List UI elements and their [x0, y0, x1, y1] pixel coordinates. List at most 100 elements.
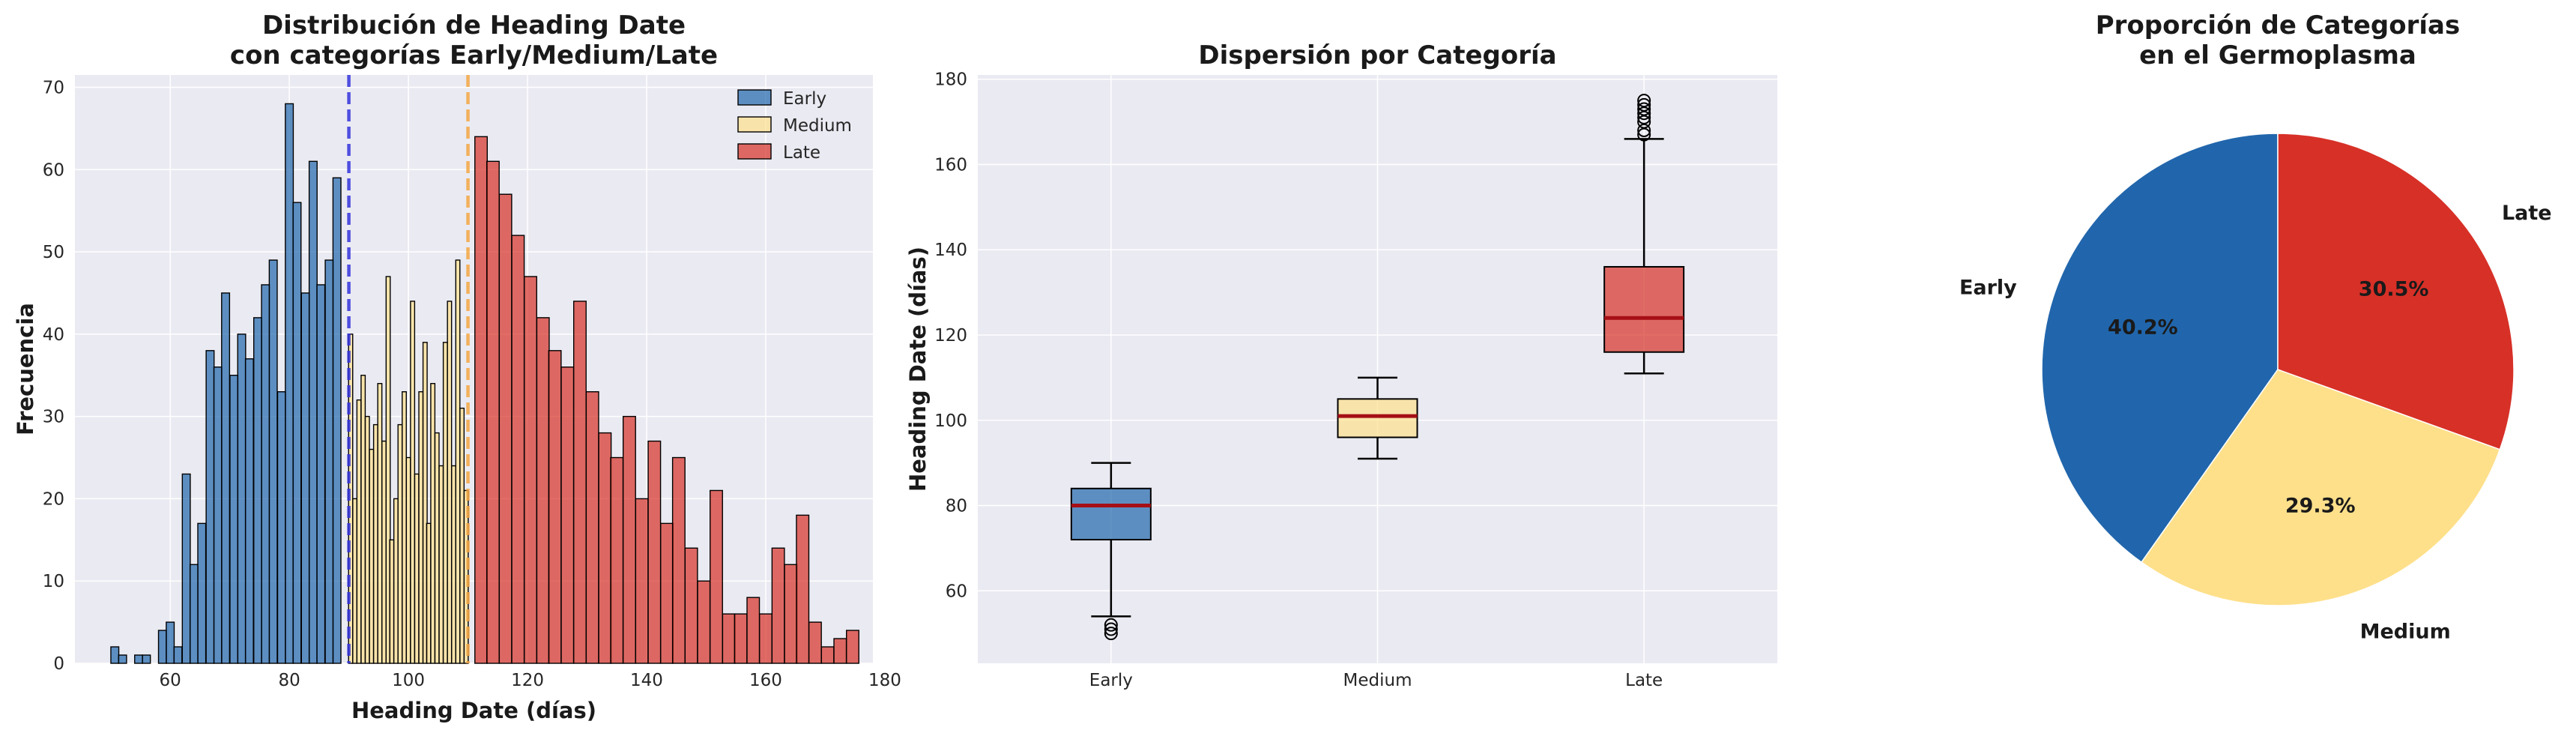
histogram-y-tick-label: 20	[43, 489, 64, 509]
histogram-bar-early	[134, 654, 144, 664]
boxplot-outlier-early	[1104, 627, 1118, 641]
histogram-bar-early	[166, 621, 175, 664]
boxplot-outlier-late	[1637, 123, 1651, 137]
boxplot-outlier-early	[1104, 618, 1118, 632]
histogram-x-tick-label: 140	[630, 671, 663, 690]
boxplot-outlier-late	[1637, 115, 1651, 129]
histogram-bar-early	[292, 202, 302, 664]
pie-label-medium: Medium	[2360, 621, 2451, 644]
histogram-bar-medium	[369, 448, 375, 664]
histogram-bar-early	[285, 103, 294, 664]
histogram-bar-late	[622, 415, 636, 664]
boxplot-outlier-late	[1637, 110, 1651, 124]
histogram-bar-early	[261, 284, 270, 664]
histogram-x-tick-label: 100	[392, 671, 425, 690]
histogram-bar-medium	[455, 259, 461, 664]
boxplot-box-early	[1070, 487, 1152, 541]
legend-swatch-early	[737, 89, 772, 106]
histogram-bar-early	[308, 160, 318, 664]
pie-slice-medium	[2141, 369, 2501, 606]
boxplot-y-tick-label: 80	[946, 497, 967, 516]
histogram-bar-late	[560, 366, 575, 664]
boxplot-outlier-early	[1104, 622, 1118, 636]
histogram-bar-early	[157, 630, 167, 664]
boxplot-outlier-late	[1637, 97, 1651, 112]
legend-swatch-medium	[737, 116, 772, 133]
boxplot-x-tick-label: Medium	[1343, 671, 1412, 690]
pie-slice-early	[2041, 133, 2279, 564]
histogram-bar-medium	[414, 473, 420, 664]
histogram-bar-late	[734, 613, 748, 664]
boxplot-outlier-late	[1637, 102, 1651, 116]
histogram-bar-medium	[438, 465, 444, 664]
boxplot-panel: 60 80 100 120 140 160 180 Early Medium Late Disper…	[905, 40, 1777, 690]
histogram-y-tick-label: 70	[43, 78, 64, 97]
boxplot-y-tick-label: 140	[934, 241, 967, 260]
histogram-bar-early	[316, 284, 326, 664]
histogram-y-tick-label: 0	[53, 654, 64, 674]
histogram-bar-late	[536, 317, 550, 664]
histogram-bar-early	[244, 358, 254, 664]
histogram-bar-early	[253, 317, 262, 664]
pie-pct-label-late: 30.5%	[2359, 277, 2429, 301]
histogram-bar-early	[197, 522, 207, 664]
histogram-bar-late	[660, 522, 674, 664]
histogram-x-axis-label: Heading Date (días)	[351, 698, 596, 723]
histogram-bar-medium	[385, 276, 391, 664]
histogram-bar-medium	[405, 456, 411, 664]
boxplot-y-axis-label: Heading Date (días)	[905, 247, 931, 492]
histogram-bar-early	[205, 350, 215, 664]
legend-label-medium: Medium	[783, 116, 852, 136]
histogram-bar-medium	[422, 342, 428, 664]
boxplot-outlier-late	[1637, 94, 1651, 108]
pie-label-late: Late	[2502, 202, 2552, 225]
histogram-y-tick-label: 10	[43, 572, 64, 591]
boxplot-x-tick-label: Late	[1625, 671, 1663, 690]
histogram-bar-medium	[397, 423, 403, 664]
boxplot-y-tick-label: 120	[934, 326, 967, 346]
histogram-y-tick-label: 60	[43, 160, 64, 180]
histogram-bar-late	[771, 547, 785, 664]
histogram-x-tick-label: 80	[278, 671, 300, 690]
histogram-y-axis-label: Frecuencia	[13, 303, 38, 435]
histogram-bar-late	[820, 646, 835, 664]
histogram-bar-medium	[451, 465, 456, 664]
histogram-bar-early	[229, 375, 239, 664]
pie-title: Proporción de Categorías en el Germoplasm…	[2096, 10, 2460, 70]
histogram-bar-early	[332, 177, 342, 664]
histogram-bar-medium	[402, 390, 407, 664]
histogram-bar-early	[181, 473, 191, 664]
histogram-bar-medium	[447, 301, 453, 664]
histogram-bar-medium	[360, 375, 366, 664]
histogram-bar-late	[548, 350, 562, 664]
histogram-bar-early	[300, 292, 310, 664]
histogram-bar-medium	[356, 399, 362, 664]
histogram-bar-late	[671, 456, 686, 664]
boxplot-y-tick-label: 100	[934, 411, 967, 431]
histogram-bar-medium	[352, 498, 357, 664]
boxplot-x-tick-label: Early	[1089, 671, 1133, 690]
pie-pct-label-early: 40.2%	[2108, 316, 2178, 340]
histogram-bar-medium	[381, 440, 387, 664]
histogram-bar-late	[796, 514, 810, 664]
histogram-y-tick-label: 50	[43, 243, 64, 262]
histogram-bar-medium	[434, 432, 440, 664]
histogram-bar-medium	[459, 407, 465, 664]
histogram-bar-medium	[426, 522, 432, 664]
histogram-bar-medium	[430, 383, 436, 664]
histogram-bar-late	[585, 390, 599, 664]
boxplot-y-tick-label: 60	[946, 582, 967, 601]
histogram-bar-early	[142, 654, 151, 664]
histogram-bar-late	[486, 160, 500, 664]
histogram-bar-late	[610, 456, 624, 664]
histogram-panel: 0 10 20 30 40 50 60 70 60 80 100 120 140 160 180 Early M…	[13, 10, 901, 723]
histogram-bar-late	[697, 580, 711, 664]
histogram-bar-late	[684, 547, 698, 664]
boxplot-outlier-late	[1637, 106, 1651, 121]
histogram-bar-late	[758, 613, 773, 664]
histogram-bar-medium	[410, 301, 416, 664]
histogram-bar-late	[833, 638, 847, 664]
histogram-bar-late	[722, 613, 736, 664]
boxplot-title: Dispersión por Categoría	[1198, 40, 1556, 70]
